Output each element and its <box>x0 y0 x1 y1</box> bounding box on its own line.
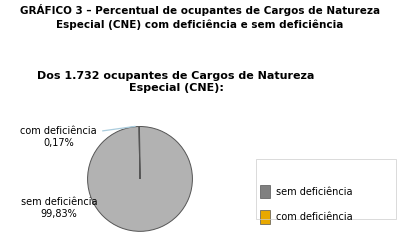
Wedge shape <box>139 127 140 179</box>
Text: com deficiência: com deficiência <box>276 212 353 222</box>
Text: Dos 1.732 ocupantes de Cargos de Natureza
Especial (CNE):: Dos 1.732 ocupantes de Cargos de Naturez… <box>37 71 315 93</box>
Text: sem deficiência
99,83%: sem deficiência 99,83% <box>20 197 97 218</box>
Text: GRÁFICO 3 – Percentual de ocupantes de Cargos de Natureza
Especial (CNE) com def: GRÁFICO 3 – Percentual de ocupantes de C… <box>20 4 380 30</box>
Text: com deficiência
0,17%: com deficiência 0,17% <box>20 126 135 148</box>
Text: sem deficiência: sem deficiência <box>276 186 352 197</box>
Wedge shape <box>88 127 192 231</box>
